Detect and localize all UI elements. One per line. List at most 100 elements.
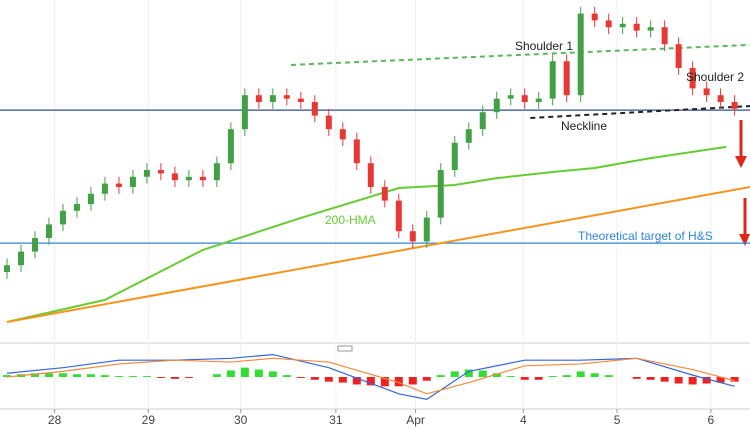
candle-body [605,20,612,28]
histogram-bar [114,376,123,377]
candle-body [507,95,514,99]
candle-body [521,95,528,102]
histogram-bar [646,377,655,380]
histogram-bar [156,377,165,378]
candle-body [325,115,332,130]
histogram-bar [604,375,613,377]
histogram-bar [128,376,137,377]
histogram-bar [72,374,81,377]
histogram-bar [58,373,67,377]
histogram-bar [366,377,375,386]
histogram-bar [268,371,277,377]
candle-body [73,204,80,211]
annotation: Shoulder 2 [686,70,744,84]
histogram-bar [464,369,473,377]
x-tick-label: 6 [707,413,714,427]
x-tick-label: 30 [234,413,248,427]
histogram-bar [674,377,683,384]
histogram-bar [436,375,445,377]
histogram-bar [86,374,95,377]
candle-body [703,88,710,96]
histogram-bar [730,377,739,382]
histogram-bar [548,376,557,377]
indicator-line [6,353,735,401]
histogram-bar [478,370,487,377]
candle-body [213,163,220,181]
candle-body [297,98,304,102]
histogram-bar [142,376,151,377]
candle-body [437,170,444,218]
histogram-bar [576,371,585,377]
histogram-bar [380,377,389,387]
arrows [735,120,750,246]
candle-body [619,23,626,28]
candle-body [87,193,94,204]
histogram-bar [632,377,641,379]
histogram-bar [100,375,109,377]
histogram-bar [282,375,291,377]
candle-body [633,23,640,31]
candle-body [675,44,682,68]
histogram-bar [352,377,361,385]
candle-body [353,139,360,164]
histogram-bar [422,377,431,381]
histogram-bar [30,373,39,377]
histogram-bar [702,377,711,384]
histogram-bar [450,371,459,377]
candle-body [129,176,136,187]
x-tick-label: 4 [520,413,527,427]
candle-body [731,102,738,109]
histogram-bar [324,377,333,382]
candle-body [31,238,38,252]
candle-body [479,112,486,130]
histogram-bar [296,377,305,378]
candle-body [339,129,346,140]
candle-body [577,13,584,96]
candle-body [717,95,724,102]
overlay-line [6,145,727,323]
overlay-line [291,43,750,66]
candle-body [493,98,500,113]
candle-body [367,163,374,187]
overlay-line [530,105,750,119]
x-tick-label: 5 [614,413,621,427]
histogram-bar [688,377,697,385]
histogram-bar [310,377,319,380]
candle-body [185,176,192,181]
candle-body [171,173,178,181]
candle-body [451,142,458,170]
arrow-head [739,234,750,246]
candle-body [647,27,654,31]
candle-body [535,98,542,102]
candle-body [143,170,150,177]
candle-body [199,176,206,181]
candle-body [563,61,570,96]
histogram-bar [170,377,179,379]
candle-body [381,187,388,201]
histogram-bar [254,369,263,377]
candle-body [241,95,248,130]
histogram-bar [2,375,11,377]
histogram-bar [506,376,515,377]
histogram-bar [492,373,501,377]
histogram-bar [534,377,543,380]
candle-body [255,95,262,102]
histogram-bar [408,377,417,385]
annotation: Neckline [561,119,607,133]
candle-body [115,183,122,187]
candle-body [269,95,276,102]
histogram-bar [240,367,249,377]
candle-body [17,251,24,266]
overlay-line [6,186,750,323]
x-tick-label: 29 [142,413,156,427]
histogram-bar [520,377,529,380]
candle-body [157,170,164,174]
histogram-bar [226,370,235,377]
candle-body [59,210,66,225]
histogram-bar [716,377,725,383]
x-tick-label: Apr [406,413,425,427]
annotation: Shoulder 1 [515,39,573,53]
annotation: Theoretical target of H&S [578,229,713,243]
candle-body [465,129,472,143]
